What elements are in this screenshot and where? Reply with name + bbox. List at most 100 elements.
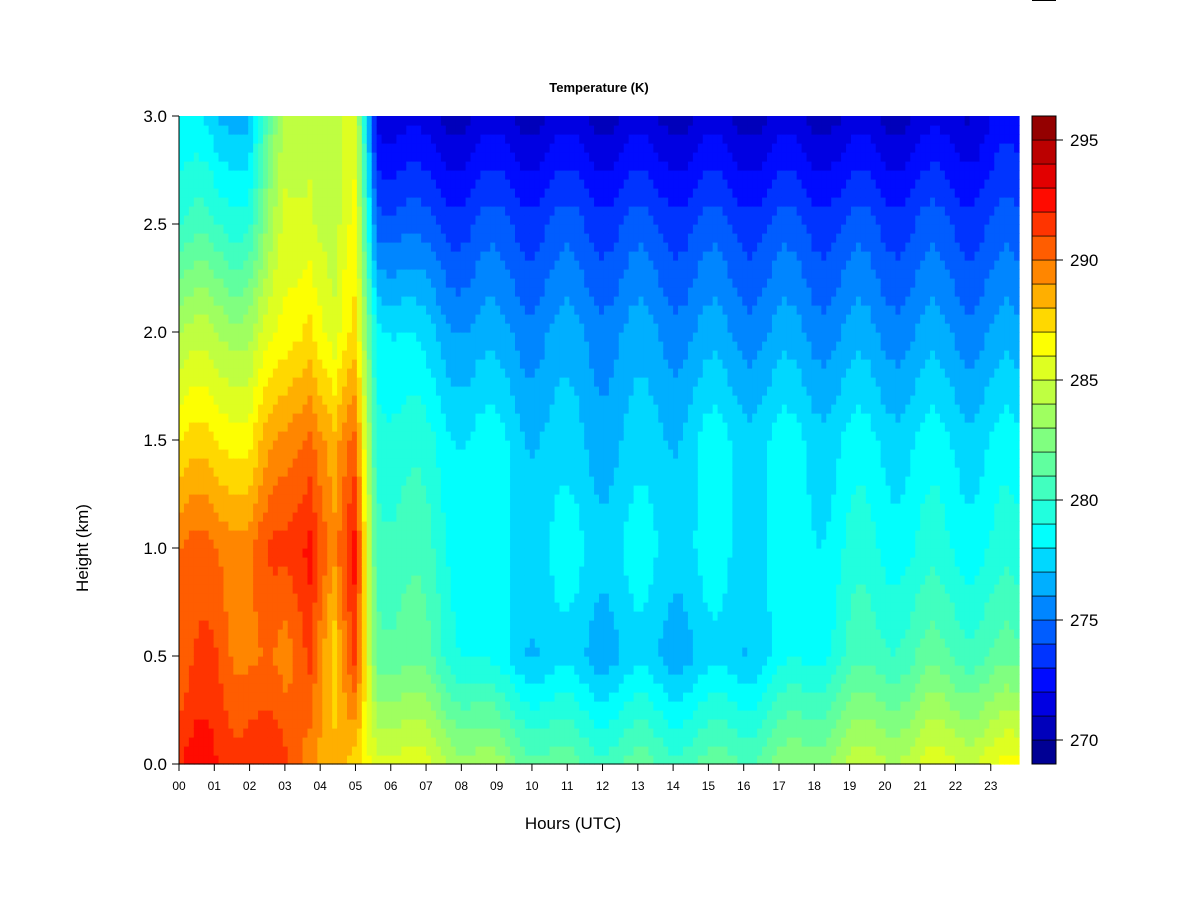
- heatmap-cell: [386, 368, 393, 378]
- heatmap-cell: [435, 161, 442, 171]
- heatmap-cell: [277, 116, 284, 126]
- heatmap-cell: [475, 260, 482, 270]
- heatmap-cell: [193, 197, 200, 207]
- heatmap-cell: [455, 125, 462, 135]
- heatmap-cell: [470, 503, 477, 513]
- heatmap-cell: [421, 728, 427, 738]
- heatmap-cell: [213, 458, 220, 468]
- heatmap-cell: [510, 143, 516, 153]
- heatmap-cell: [253, 242, 259, 252]
- heatmap-cell: [183, 278, 190, 288]
- heatmap-cell: [371, 161, 378, 171]
- heatmap-cell: [243, 683, 249, 693]
- heatmap-cell: [213, 197, 220, 207]
- heatmap-cell: [371, 143, 378, 153]
- heatmap-cell: [431, 620, 437, 630]
- heatmap-cell: [233, 161, 239, 171]
- heatmap-cell: [287, 449, 294, 459]
- heatmap-cell: [248, 548, 254, 558]
- heatmap-cell: [431, 746, 437, 756]
- heatmap-cell: [193, 242, 200, 252]
- heatmap-cell: [440, 359, 447, 369]
- heatmap-cell: [470, 233, 477, 243]
- heatmap-cell: [376, 305, 383, 315]
- heatmap-cell: [386, 395, 393, 405]
- heatmap-cell: [198, 386, 205, 396]
- heatmap-cell: [470, 404, 477, 414]
- heatmap-cell: [317, 710, 323, 720]
- heatmap-cell: [218, 188, 225, 198]
- heatmap-cell: [337, 233, 343, 243]
- heatmap-cell: [213, 701, 220, 711]
- heatmap-cell: [366, 395, 373, 405]
- heatmap-cell: [213, 368, 220, 378]
- heatmap-cell: [258, 422, 264, 432]
- heatmap-cell: [233, 170, 239, 180]
- heatmap-cell: [287, 314, 294, 324]
- heatmap-cell: [327, 584, 333, 594]
- heatmap-cell: [351, 242, 358, 252]
- heatmap-cell: [465, 206, 472, 216]
- heatmap-cell: [213, 647, 220, 657]
- heatmap-cell: [351, 458, 358, 468]
- heatmap-cell: [490, 656, 496, 666]
- heatmap-cell: [258, 755, 264, 765]
- heatmap-cell: [263, 638, 269, 648]
- heatmap-cell: [371, 296, 378, 306]
- heatmap-cell: [416, 494, 422, 504]
- heatmap-cell: [337, 134, 343, 144]
- heatmap-cell: [238, 674, 244, 684]
- heatmap-cell: [455, 332, 462, 342]
- heatmap-cell: [188, 584, 195, 594]
- heatmap-cell: [327, 125, 333, 135]
- heatmap-cell: [386, 638, 393, 648]
- heatmap-cell: [297, 755, 304, 765]
- heatmap-cell: [263, 440, 269, 450]
- heatmap-cell: [376, 521, 383, 531]
- heatmap-cell: [253, 215, 259, 225]
- heatmap-cell: [490, 386, 496, 396]
- heatmap-cell: [376, 251, 383, 261]
- heatmap-cell: [188, 521, 195, 531]
- heatmap-cell: [282, 620, 289, 630]
- heatmap-cell: [337, 557, 343, 567]
- heatmap-cell: [332, 530, 338, 540]
- heatmap-cell: [287, 656, 294, 666]
- heatmap-cell: [267, 674, 274, 684]
- heatmap-cell: [243, 593, 249, 603]
- heatmap-cell: [208, 242, 215, 252]
- heatmap-cell: [475, 395, 482, 405]
- heatmap-cell: [277, 269, 284, 279]
- heatmap-cell: [391, 521, 398, 531]
- heatmap-cell: [183, 683, 190, 693]
- heatmap-cell: [351, 530, 358, 540]
- heatmap-cell: [243, 260, 249, 270]
- heatmap-cell: [366, 287, 373, 297]
- heatmap-cell: [248, 467, 254, 477]
- heatmap-cell: [361, 233, 368, 243]
- heatmap-cell: [347, 701, 353, 711]
- heatmap-cell: [228, 314, 234, 324]
- heatmap-cell: [188, 665, 195, 675]
- heatmap-cell: [243, 323, 249, 333]
- heatmap-cell: [356, 638, 363, 648]
- heatmap-cell: [391, 188, 398, 198]
- heatmap-cell: [218, 692, 225, 702]
- heatmap-cell: [347, 116, 353, 126]
- heatmap-cell: [421, 746, 427, 756]
- heatmap-cell: [406, 251, 412, 261]
- heatmap-cell: [416, 413, 422, 423]
- heatmap-cell: [272, 458, 279, 468]
- heatmap-cell: [515, 719, 521, 729]
- heatmap-cell: [297, 323, 304, 333]
- heatmap-cell: [188, 305, 195, 315]
- heatmap-cell: [480, 332, 486, 342]
- heatmap-cell: [505, 341, 511, 351]
- heatmap-cell: [307, 683, 314, 693]
- heatmap-cell: [406, 188, 412, 198]
- heatmap-cell: [519, 638, 526, 648]
- heatmap-cell: [332, 755, 338, 765]
- heatmap-cell: [327, 656, 333, 666]
- heatmap-cell: [411, 674, 417, 684]
- heatmap-cell: [292, 152, 299, 162]
